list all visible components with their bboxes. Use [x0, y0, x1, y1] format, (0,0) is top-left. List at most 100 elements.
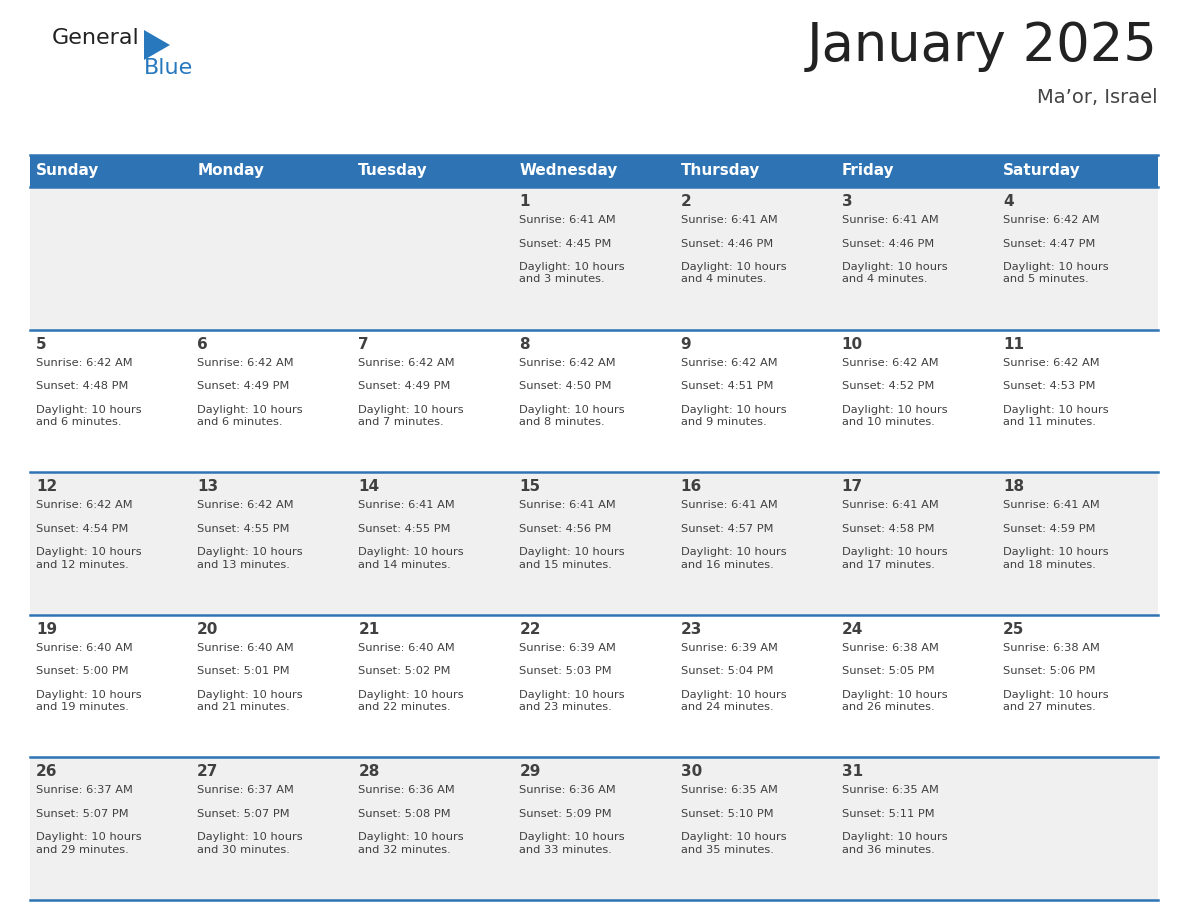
- Text: 8: 8: [519, 337, 530, 352]
- Text: 23: 23: [681, 621, 702, 637]
- Text: 25: 25: [1003, 621, 1024, 637]
- Text: Sunset: 5:03 PM: Sunset: 5:03 PM: [519, 666, 612, 677]
- Text: Sunrise: 6:40 AM: Sunrise: 6:40 AM: [197, 643, 293, 653]
- Text: 16: 16: [681, 479, 702, 494]
- Text: Daylight: 10 hours
and 24 minutes.: Daylight: 10 hours and 24 minutes.: [681, 689, 786, 712]
- Text: Sunrise: 6:42 AM: Sunrise: 6:42 AM: [1003, 215, 1099, 225]
- Text: General: General: [52, 28, 140, 48]
- Text: Sunrise: 6:41 AM: Sunrise: 6:41 AM: [681, 500, 777, 510]
- Text: Sunrise: 6:41 AM: Sunrise: 6:41 AM: [681, 215, 777, 225]
- Text: Sunset: 4:49 PM: Sunset: 4:49 PM: [359, 381, 450, 391]
- Text: Tuesday: Tuesday: [359, 163, 428, 178]
- Text: 6: 6: [197, 337, 208, 352]
- Text: Daylight: 10 hours
and 33 minutes.: Daylight: 10 hours and 33 minutes.: [519, 833, 625, 855]
- Text: Sunrise: 6:41 AM: Sunrise: 6:41 AM: [842, 500, 939, 510]
- Text: 21: 21: [359, 621, 379, 637]
- Text: Friday: Friday: [842, 163, 895, 178]
- Text: 18: 18: [1003, 479, 1024, 494]
- Text: Daylight: 10 hours
and 23 minutes.: Daylight: 10 hours and 23 minutes.: [519, 689, 625, 712]
- Text: Daylight: 10 hours
and 14 minutes.: Daylight: 10 hours and 14 minutes.: [359, 547, 463, 570]
- Text: 17: 17: [842, 479, 862, 494]
- Text: Daylight: 10 hours
and 19 minutes.: Daylight: 10 hours and 19 minutes.: [36, 689, 141, 712]
- Text: 1: 1: [519, 194, 530, 209]
- Text: 29: 29: [519, 765, 541, 779]
- Text: Daylight: 10 hours
and 13 minutes.: Daylight: 10 hours and 13 minutes.: [197, 547, 303, 570]
- Text: 11: 11: [1003, 337, 1024, 352]
- Text: 30: 30: [681, 765, 702, 779]
- Text: 9: 9: [681, 337, 691, 352]
- Text: Daylight: 10 hours
and 26 minutes.: Daylight: 10 hours and 26 minutes.: [842, 689, 947, 712]
- Text: Daylight: 10 hours
and 18 minutes.: Daylight: 10 hours and 18 minutes.: [1003, 547, 1108, 570]
- Text: 24: 24: [842, 621, 864, 637]
- Text: Blue: Blue: [144, 58, 194, 78]
- Text: Thursday: Thursday: [681, 163, 760, 178]
- Text: Sunset: 4:45 PM: Sunset: 4:45 PM: [519, 239, 612, 249]
- Text: Sunset: 4:57 PM: Sunset: 4:57 PM: [681, 524, 773, 533]
- Text: Sunrise: 6:37 AM: Sunrise: 6:37 AM: [197, 786, 293, 795]
- Text: Sunrise: 6:42 AM: Sunrise: 6:42 AM: [519, 358, 617, 367]
- Text: Sunset: 5:07 PM: Sunset: 5:07 PM: [197, 809, 290, 819]
- Text: Daylight: 10 hours
and 35 minutes.: Daylight: 10 hours and 35 minutes.: [681, 833, 786, 855]
- Text: Sunrise: 6:42 AM: Sunrise: 6:42 AM: [359, 358, 455, 367]
- Text: Sunrise: 6:41 AM: Sunrise: 6:41 AM: [359, 500, 455, 510]
- Text: January 2025: January 2025: [807, 20, 1158, 72]
- Text: Daylight: 10 hours
and 21 minutes.: Daylight: 10 hours and 21 minutes.: [197, 689, 303, 712]
- Bar: [30, 757, 1158, 900]
- Text: Monday: Monday: [197, 163, 264, 178]
- Text: Sunset: 4:58 PM: Sunset: 4:58 PM: [842, 524, 934, 533]
- Text: Sunset: 4:46 PM: Sunset: 4:46 PM: [842, 239, 934, 249]
- Text: 2: 2: [681, 194, 691, 209]
- Text: Sunset: 5:04 PM: Sunset: 5:04 PM: [681, 666, 773, 677]
- Text: Daylight: 10 hours
and 27 minutes.: Daylight: 10 hours and 27 minutes.: [1003, 689, 1108, 712]
- Text: Daylight: 10 hours
and 6 minutes.: Daylight: 10 hours and 6 minutes.: [197, 405, 303, 427]
- Text: Sunrise: 6:41 AM: Sunrise: 6:41 AM: [519, 215, 617, 225]
- Text: Sunrise: 6:42 AM: Sunrise: 6:42 AM: [36, 500, 133, 510]
- Text: Sunrise: 6:42 AM: Sunrise: 6:42 AM: [1003, 358, 1099, 367]
- Bar: [30, 615, 1158, 757]
- Text: Daylight: 10 hours
and 36 minutes.: Daylight: 10 hours and 36 minutes.: [842, 833, 947, 855]
- Text: Sunrise: 6:42 AM: Sunrise: 6:42 AM: [681, 358, 777, 367]
- Text: Sunrise: 6:40 AM: Sunrise: 6:40 AM: [359, 643, 455, 653]
- Text: Sunrise: 6:42 AM: Sunrise: 6:42 AM: [36, 358, 133, 367]
- Text: 20: 20: [197, 621, 219, 637]
- Text: 7: 7: [359, 337, 369, 352]
- Bar: [30, 187, 1158, 330]
- Text: Daylight: 10 hours
and 6 minutes.: Daylight: 10 hours and 6 minutes.: [36, 405, 141, 427]
- Text: Sunset: 5:05 PM: Sunset: 5:05 PM: [842, 666, 934, 677]
- Text: 12: 12: [36, 479, 57, 494]
- Text: 15: 15: [519, 479, 541, 494]
- Text: Daylight: 10 hours
and 4 minutes.: Daylight: 10 hours and 4 minutes.: [842, 262, 947, 285]
- Text: 13: 13: [197, 479, 219, 494]
- Text: Daylight: 10 hours
and 32 minutes.: Daylight: 10 hours and 32 minutes.: [359, 833, 463, 855]
- Text: Daylight: 10 hours
and 11 minutes.: Daylight: 10 hours and 11 minutes.: [1003, 405, 1108, 427]
- Bar: [30, 330, 1158, 472]
- Text: Sunrise: 6:40 AM: Sunrise: 6:40 AM: [36, 643, 133, 653]
- Text: Sunset: 4:46 PM: Sunset: 4:46 PM: [681, 239, 773, 249]
- Text: Daylight: 10 hours
and 12 minutes.: Daylight: 10 hours and 12 minutes.: [36, 547, 141, 570]
- Text: Sunset: 4:56 PM: Sunset: 4:56 PM: [519, 524, 612, 533]
- Text: Sunset: 4:59 PM: Sunset: 4:59 PM: [1003, 524, 1095, 533]
- Text: Sunrise: 6:39 AM: Sunrise: 6:39 AM: [681, 643, 777, 653]
- Text: Sunset: 5:02 PM: Sunset: 5:02 PM: [359, 666, 450, 677]
- Text: Sunset: 4:47 PM: Sunset: 4:47 PM: [1003, 239, 1095, 249]
- Text: Sunset: 5:01 PM: Sunset: 5:01 PM: [197, 666, 290, 677]
- Text: Daylight: 10 hours
and 8 minutes.: Daylight: 10 hours and 8 minutes.: [519, 405, 625, 427]
- Text: Daylight: 10 hours
and 15 minutes.: Daylight: 10 hours and 15 minutes.: [519, 547, 625, 570]
- Text: Sunset: 5:06 PM: Sunset: 5:06 PM: [1003, 666, 1095, 677]
- Text: Daylight: 10 hours
and 17 minutes.: Daylight: 10 hours and 17 minutes.: [842, 547, 947, 570]
- Text: Sunset: 4:51 PM: Sunset: 4:51 PM: [681, 381, 773, 391]
- Bar: [30, 472, 1158, 615]
- Text: 28: 28: [359, 765, 380, 779]
- Text: 5: 5: [36, 337, 46, 352]
- Text: 26: 26: [36, 765, 57, 779]
- Text: Sunset: 5:00 PM: Sunset: 5:00 PM: [36, 666, 128, 677]
- Text: Saturday: Saturday: [1003, 163, 1081, 178]
- Text: Daylight: 10 hours
and 10 minutes.: Daylight: 10 hours and 10 minutes.: [842, 405, 947, 427]
- Text: Sunset: 4:49 PM: Sunset: 4:49 PM: [197, 381, 290, 391]
- Bar: [30, 155, 1158, 187]
- Text: Daylight: 10 hours
and 3 minutes.: Daylight: 10 hours and 3 minutes.: [519, 262, 625, 285]
- Text: Daylight: 10 hours
and 9 minutes.: Daylight: 10 hours and 9 minutes.: [681, 405, 786, 427]
- Text: Sunset: 5:09 PM: Sunset: 5:09 PM: [519, 809, 612, 819]
- Text: Daylight: 10 hours
and 16 minutes.: Daylight: 10 hours and 16 minutes.: [681, 547, 786, 570]
- Text: 3: 3: [842, 194, 852, 209]
